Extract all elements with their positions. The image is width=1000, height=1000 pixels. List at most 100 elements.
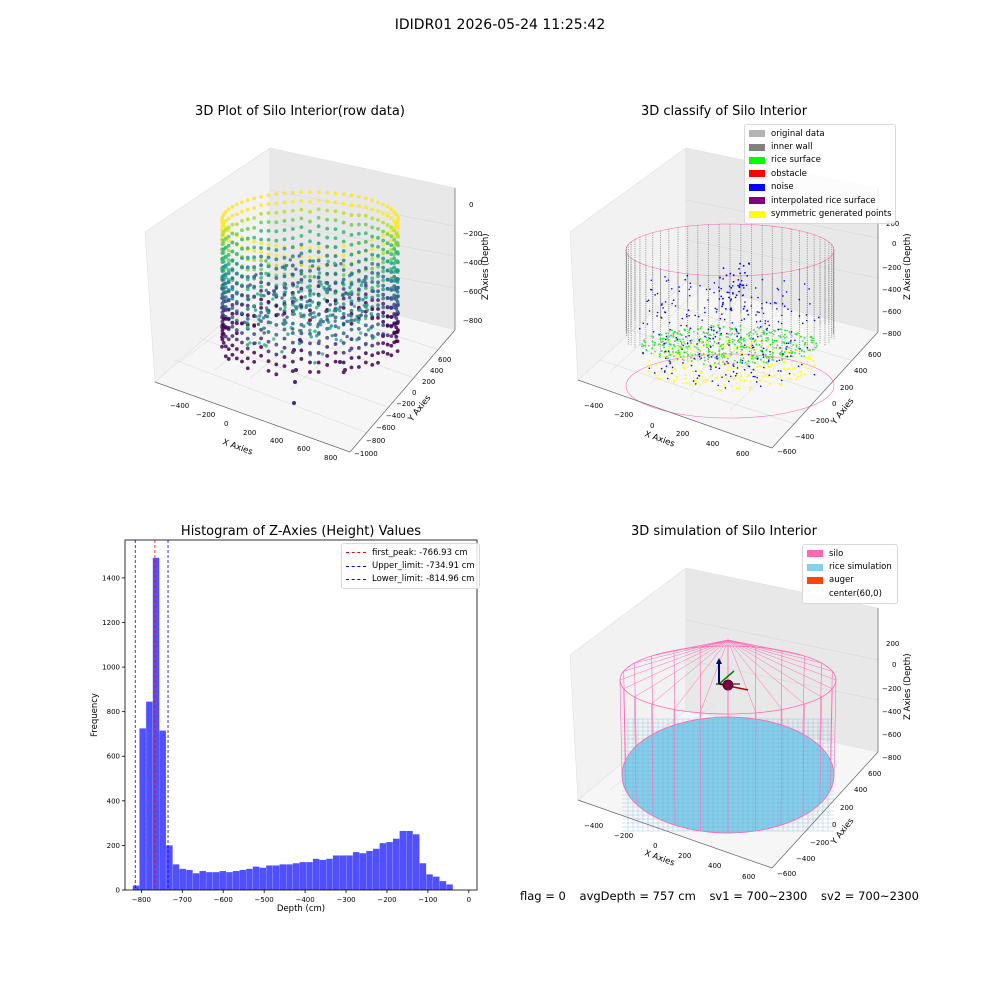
- rice-surface-point: [667, 332, 670, 335]
- rice-surface-point: [680, 334, 683, 337]
- rice-surface-point: [811, 339, 814, 342]
- raw-point: [326, 259, 330, 264]
- raw-point: [234, 291, 239, 296]
- legend-label: Upper_limit: -734.91 cm: [372, 561, 475, 572]
- histogram-bar: [186, 869, 193, 890]
- noise-point: [767, 359, 770, 361]
- rice-surface-point: [720, 355, 723, 358]
- raw-point: [299, 207, 304, 212]
- raw-point: [240, 350, 244, 354]
- raw-point: [308, 341, 312, 346]
- rice-surface-point: [680, 346, 683, 349]
- legend-entry-inner-wall: inner wall: [749, 140, 891, 153]
- rice-surface-point: [688, 331, 690, 334]
- noise-point: [776, 360, 778, 362]
- rice-surface-point: [741, 348, 743, 351]
- symmetric-point: [750, 386, 753, 389]
- noise-point: [694, 383, 697, 385]
- noise-point: [697, 315, 700, 318]
- rice-surface-point: [769, 353, 771, 356]
- rice-surface-point: [691, 354, 694, 357]
- raw-point: [274, 362, 279, 367]
- symmetric-point: [675, 355, 678, 358]
- legend-entry-center: center(60,0): [807, 587, 893, 600]
- raw-point: [385, 296, 390, 300]
- rice-surface-point: [694, 353, 697, 356]
- symmetric-point: [749, 388, 751, 391]
- raw-point: [339, 262, 343, 266]
- symmetric-point: [767, 365, 770, 368]
- raw-point: [370, 243, 375, 248]
- noise-point: [781, 314, 783, 317]
- silo-wall-line: [755, 712, 757, 832]
- raw-point: [369, 326, 373, 330]
- legend-label: silo: [829, 548, 844, 559]
- noise-point: [721, 303, 724, 306]
- sim-z-tick: −600: [882, 731, 901, 739]
- raw-point: [385, 259, 390, 264]
- raw-point: [341, 239, 346, 244]
- noise-point: [695, 370, 697, 373]
- histogram-bar: [239, 869, 246, 890]
- raw-point: [381, 265, 386, 270]
- symmetric-point: [673, 367, 676, 370]
- raw-point: [266, 299, 271, 304]
- raw-point: [381, 220, 386, 225]
- histogram-bar: [252, 866, 260, 890]
- noise-point: [715, 355, 718, 358]
- noise-point: [730, 309, 733, 312]
- raw-point: [341, 287, 346, 291]
- rice-surface-point: [712, 326, 715, 328]
- noise-point: [718, 298, 721, 300]
- raw-point: [341, 192, 346, 197]
- noise-point: [685, 336, 687, 338]
- rice-surface-point: [811, 341, 813, 344]
- raw-point: [226, 228, 231, 233]
- symmetric-point: [790, 364, 793, 366]
- raw-point: [234, 261, 239, 266]
- histogram-reference-lines: [134, 540, 169, 890]
- raw-point: [381, 283, 386, 288]
- noise-point: [765, 301, 768, 304]
- rice-surface-point: [672, 334, 675, 336]
- symmetric-point: [757, 362, 760, 365]
- raw-point: [302, 313, 306, 317]
- classify-plot-y-ticks: −600 −400 −200 0 200 400 600: [777, 351, 881, 456]
- rice-surface-point: [795, 344, 798, 347]
- raw-point: [284, 263, 289, 268]
- raw-point: [356, 213, 361, 218]
- raw-point: [252, 258, 257, 263]
- raw-point: [226, 316, 231, 321]
- raw-point: [381, 274, 386, 279]
- rice-surface-point: [766, 337, 769, 339]
- rice-surface-point: [746, 363, 748, 365]
- raw-point: [272, 289, 276, 293]
- rice-surface-point: [788, 331, 791, 333]
- raw-point: [272, 337, 276, 341]
- noise-point: [646, 300, 648, 303]
- symmetric-point: [670, 352, 673, 355]
- silo-roof-line: [634, 639, 729, 698]
- histogram-bar: [272, 865, 280, 890]
- raw-point: [356, 204, 361, 208]
- raw-point: [266, 368, 271, 373]
- raw-point: [286, 332, 290, 336]
- rice-surface-point: [747, 360, 750, 363]
- raw-point: [369, 312, 373, 316]
- rice-surface-point: [663, 346, 665, 349]
- rice-surface-point: [707, 351, 710, 353]
- sim-y-tick: −200: [810, 839, 829, 847]
- raw-point: [349, 327, 354, 332]
- raw-point: [349, 337, 354, 342]
- raw-point: [389, 257, 394, 262]
- symmetric-point: [684, 355, 687, 358]
- raw-outlier-point: [343, 368, 347, 372]
- raw-point: [363, 205, 368, 209]
- raw-point: [220, 269, 225, 273]
- noise-point: [704, 335, 706, 338]
- noise-point: [653, 372, 656, 374]
- raw-point: [295, 284, 299, 289]
- noise-point: [730, 286, 733, 289]
- raw-point: [376, 227, 380, 231]
- noise-point: [709, 368, 712, 371]
